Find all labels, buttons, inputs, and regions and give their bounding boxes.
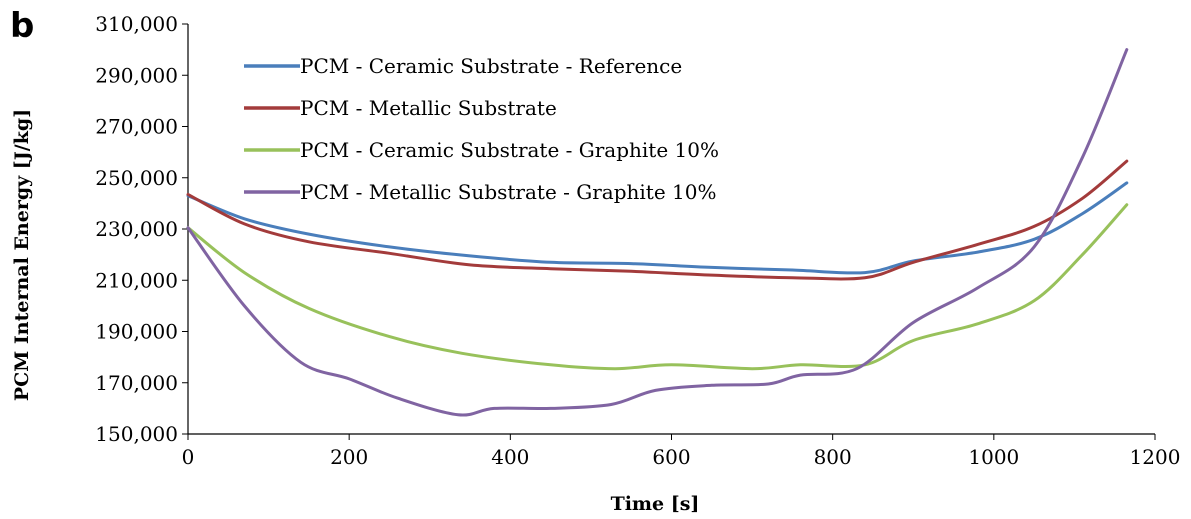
series-layer <box>186 48 1129 417</box>
y-tick-label: 230,000 <box>95 217 178 241</box>
series-line-2 <box>186 159 1129 281</box>
legend-label-3: PCM - Ceramic Substrate - Graphite 10% <box>300 138 719 162</box>
y-axis-ticks: 150,000 170,000 190,000 210,000 230,000 250,0… <box>95 12 188 446</box>
legend: PCM - Ceramic Substrate - Reference PCM -… <box>244 54 719 204</box>
y-tick-label: 170,000 <box>95 371 178 395</box>
series-line-4 <box>186 48 1129 417</box>
legend-label-1: PCM - Ceramic Substrate - Reference <box>300 54 682 78</box>
y-axis-title: PCM Internal Energy [J/kg] <box>11 109 33 401</box>
series-line-1 <box>186 181 1129 275</box>
x-tick-label: 400 <box>491 445 529 469</box>
y-tick-label: 250,000 <box>95 166 178 190</box>
x-tick-label: 0 <box>182 445 195 469</box>
series-line-3 <box>186 203 1129 371</box>
x-tick-label: 1000 <box>968 445 1019 469</box>
plot-area <box>187 24 1155 435</box>
y-tick-label: 190,000 <box>95 320 178 344</box>
y-tick-label: 270,000 <box>95 115 178 139</box>
y-tick-label: 210,000 <box>95 268 178 292</box>
x-tick-label: 600 <box>652 445 690 469</box>
panel-label: b <box>10 6 35 46</box>
y-tick-label: 150,000 <box>95 422 178 446</box>
y-tick-label: 310,000 <box>95 12 178 36</box>
x-tick-label: 200 <box>330 445 368 469</box>
legend-label-4: PCM - Metallic Substrate - Graphite 10% <box>300 180 716 204</box>
x-tick-label: 1200 <box>1130 445 1181 469</box>
x-axis-title: Time [s] <box>611 493 700 515</box>
y-tick-label: 290,000 <box>95 63 178 87</box>
legend-label-2: PCM - Metallic Substrate <box>300 96 557 120</box>
x-tick-label: 800 <box>814 445 852 469</box>
x-axis-ticks: 0 200 400 600 800 1000 1200 <box>182 434 1181 469</box>
